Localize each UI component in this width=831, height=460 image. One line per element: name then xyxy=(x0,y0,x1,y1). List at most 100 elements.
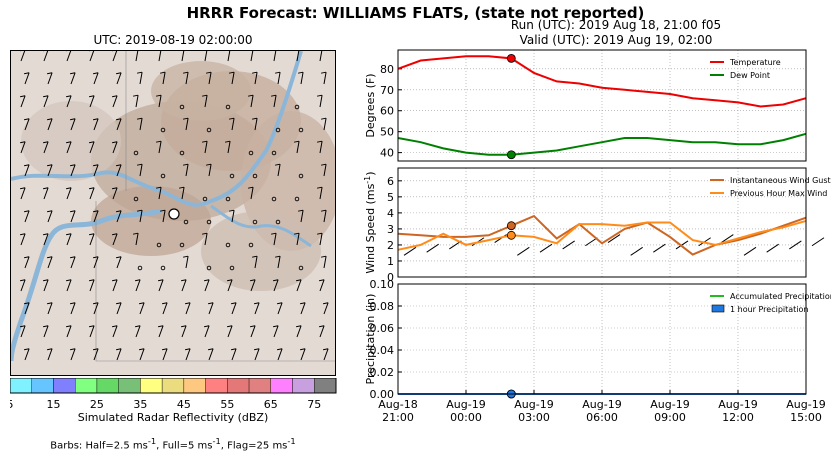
wind-barb xyxy=(185,256,189,269)
wind-barb xyxy=(24,302,30,315)
wind-barb xyxy=(181,51,185,62)
wind-barb xyxy=(181,279,187,292)
current-time-marker xyxy=(506,150,516,160)
wind-barb xyxy=(403,246,417,256)
y-tick-label: 0.10 xyxy=(370,278,395,291)
wind-barb-flag xyxy=(250,279,256,282)
wind-barb xyxy=(66,279,72,292)
wind-barb-flag xyxy=(116,210,122,213)
colorbar-tick-label: 75 xyxy=(307,398,321,411)
wind-barb xyxy=(277,302,283,315)
y-tick-label: 70 xyxy=(380,84,394,97)
wind-barb xyxy=(607,234,621,243)
wind-barb xyxy=(20,233,26,246)
wind-barb-flag xyxy=(70,164,76,167)
wind-barb-flag xyxy=(297,71,304,74)
wind-barb xyxy=(789,240,802,250)
wind-barb-flag xyxy=(66,279,72,282)
x-tick-label: 06:00 xyxy=(586,411,618,424)
radar-map-canvas xyxy=(11,51,335,375)
wind-barb xyxy=(208,302,214,315)
x-tick-label: 15:00 xyxy=(790,411,822,424)
wind-barb-flag xyxy=(89,187,95,190)
y-axis-label-end: ) xyxy=(364,171,377,175)
wind-barb-flag xyxy=(296,325,302,328)
wind-barb-flag xyxy=(93,72,99,75)
wind-barb-flag xyxy=(20,325,26,328)
wind-barb xyxy=(204,325,210,338)
wind-barb xyxy=(89,233,95,246)
wind-barb xyxy=(208,164,212,177)
wind-barb xyxy=(135,279,141,292)
wind-barb-flag xyxy=(116,256,122,259)
calm-wind-marker xyxy=(294,104,300,110)
calm-wind-marker xyxy=(271,196,277,202)
wind-barb xyxy=(185,348,191,361)
wind-barb xyxy=(66,51,72,62)
wind-barb xyxy=(162,72,166,85)
calm-wind-marker xyxy=(252,173,258,179)
wind-barb xyxy=(112,95,118,108)
wind-barb-flag xyxy=(205,163,212,166)
wind-barb-flag xyxy=(24,210,30,213)
wind-barb-flag xyxy=(273,325,279,328)
wind-barb xyxy=(296,279,302,292)
wind-barb xyxy=(185,302,191,315)
wind-barb-flag xyxy=(224,140,231,143)
wind-barb-flag xyxy=(254,302,260,305)
wind-barb xyxy=(653,243,666,253)
wind-barb xyxy=(93,256,99,269)
colorbar-label: Simulated Radar Reflectivity (dBZ) xyxy=(77,411,269,424)
wind-barb xyxy=(162,348,168,361)
wind-barb xyxy=(227,325,233,338)
wind-barbs xyxy=(20,51,329,361)
wind-barb-flag xyxy=(181,325,187,328)
y-tick-label: 0 xyxy=(387,271,394,284)
barbs-note-part: , Flag=25 ms xyxy=(220,440,288,452)
wind-barb-flag xyxy=(185,302,191,305)
x-tick-label: Aug-19 xyxy=(446,398,485,411)
wind-barb-flag xyxy=(116,72,122,75)
wind-barb xyxy=(185,118,189,131)
wind-barb-flag xyxy=(182,163,189,166)
wind-barb xyxy=(300,302,306,315)
y-tick-label: 1 xyxy=(387,255,394,268)
wind-barb xyxy=(20,51,26,62)
wind-barb-flag xyxy=(316,232,323,235)
wind-barb xyxy=(254,348,260,361)
wind-barb-flag xyxy=(201,232,208,235)
wind-barb-flag xyxy=(43,279,49,282)
wind-barb xyxy=(181,325,187,338)
wind-barb xyxy=(112,51,118,62)
wind-barb-flag xyxy=(231,302,237,305)
colorbar-tick-label: 45 xyxy=(177,398,191,411)
x-tick-label: Aug-19 xyxy=(786,398,825,411)
y-tick-label: 0.06 xyxy=(370,322,395,335)
wind-barb xyxy=(43,279,49,292)
calm-wind-marker xyxy=(156,242,162,248)
wind-barb xyxy=(539,243,553,253)
wind-barb xyxy=(185,72,189,85)
wind-barb-flag xyxy=(112,325,118,328)
wind-barb xyxy=(139,210,143,223)
wind-barb xyxy=(204,95,208,108)
wind-barb-flag xyxy=(185,348,191,351)
wind-barb-flag xyxy=(320,71,327,74)
wind-barb-flag xyxy=(93,348,99,351)
wind-barb-flag xyxy=(231,348,237,351)
wind-barb-flag xyxy=(159,71,166,74)
wind-barb xyxy=(323,210,327,223)
wind-barb-flag xyxy=(293,232,300,235)
y-axis-label-sup: -1 xyxy=(363,176,372,184)
wind-barb xyxy=(319,187,323,200)
wind-barb-flag xyxy=(24,348,30,351)
wind-barb xyxy=(89,325,95,338)
county-border xyxy=(95,51,335,362)
wind-barb-flag xyxy=(323,302,329,305)
wind-barb xyxy=(93,302,99,315)
wind-barb-flag xyxy=(24,302,30,305)
wind-barb-flag xyxy=(297,209,304,212)
radar-map[interactable] xyxy=(10,50,336,376)
wind-barb xyxy=(89,51,95,62)
wind-barb-flag xyxy=(274,255,281,258)
